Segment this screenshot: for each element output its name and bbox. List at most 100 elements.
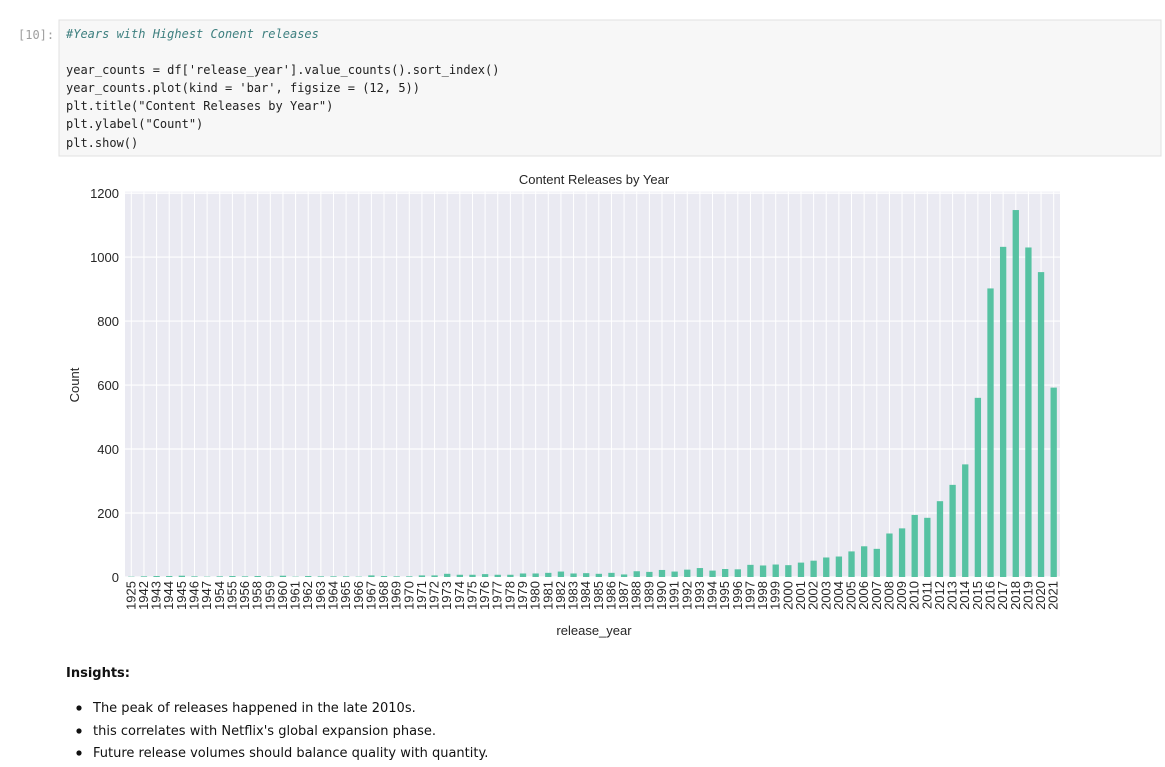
x-tick-label: 2008 [881,581,896,610]
x-tick-label: 1925 [123,581,138,610]
x-tick-label: 2016 [983,581,998,610]
bar [759,565,767,577]
x-tick-label: 1945 [174,581,189,610]
bar [178,575,186,577]
x-tick-label: 1984 [578,581,593,610]
plot-area [125,191,1060,577]
x-tick-label: 2003 [818,581,833,610]
x-tick-label: 1992 [679,581,694,610]
bar [949,484,956,577]
x-tick-label: 1972 [427,581,442,610]
bar [1012,210,1019,578]
x-tick-label: 2010 [907,581,922,610]
insight-bullet: this correlates with Netflix's global ex… [93,724,436,739]
x-tick-label: 1973 [439,581,454,610]
x-tick-label: 1975 [464,581,479,610]
x-tick-label: 1967 [363,581,378,610]
x-tick-label: 2019 [1020,581,1035,610]
bar [911,514,918,577]
x-tick-label: 2012 [932,581,947,610]
x-tick-label: 1999 [768,581,783,610]
code-line: plt.ylabel("Count") [66,117,203,131]
code-line: plt.show() [66,136,138,150]
x-tick-label: 2018 [1008,581,1023,610]
bar [191,576,198,577]
x-tick-label: 1979 [515,581,530,610]
x-tick-label: 1998 [755,581,770,610]
x-tick-label: 1947 [199,581,214,610]
bar [140,576,148,577]
y-tick-label: 400 [97,442,119,457]
bar [456,574,463,577]
x-tick-label: 1974 [452,581,467,610]
bar [494,574,501,577]
x-tick-label: 1991 [667,581,682,610]
x-tick-label: 1988 [629,581,644,610]
bar [1050,387,1057,577]
x-tick-label: 1970 [401,581,416,610]
bar [481,574,489,577]
bar [570,573,577,577]
bar [999,246,1007,577]
x-tick-label: 1955 [224,581,239,610]
bar [330,576,337,577]
x-tick-label: 1966 [351,581,366,610]
x-tick-label: 2000 [780,581,795,610]
x-tick-label: 1986 [603,581,618,610]
bar [545,572,552,577]
bar [722,569,729,577]
x-tick-label: 1958 [250,581,265,610]
bar [848,551,855,577]
x-tick-label: 2007 [869,581,884,610]
y-axis-label: Count [67,367,82,402]
x-tick-label: 1981 [540,581,555,610]
bar [444,573,451,577]
bar [519,573,527,577]
x-tick-label: 1969 [389,581,404,610]
bar [696,568,704,577]
bar [342,576,350,577]
bar [557,571,565,577]
y-tick-label: 600 [97,378,119,393]
bar [431,575,438,577]
x-tick-label: 1971 [414,581,429,610]
x-tick-label: 1983 [566,581,581,610]
code-line: year_counts = df['release_year'].value_c… [66,63,499,77]
bar [418,575,426,577]
code-cell[interactable] [58,19,1162,157]
code-line: year_counts.plot(kind = 'bar', figsize =… [66,81,420,95]
cell-prompt: [10]: [18,28,54,42]
y-tick-label: 800 [97,314,119,329]
bar [393,576,400,577]
x-tick-label: 1964 [325,581,340,610]
x-tick-label: 2011 [919,581,934,609]
bar [595,573,602,577]
x-tick-label: 1982 [553,581,568,610]
insights-heading: Insights: [66,666,130,681]
x-tick-label: 2001 [793,581,808,610]
x-tick-label: 1961 [288,581,303,610]
bar [898,528,906,577]
x-tick-label: 2021 [1046,581,1061,610]
x-tick-label: 1978 [502,581,517,610]
bullet-dot [76,728,82,734]
x-tick-label: 1959 [262,581,277,610]
insight-bullet: The peak of releases happened in the lat… [92,701,416,716]
x-axis-label: release_year [556,623,632,638]
bar [166,576,173,577]
x-tick-label: 1946 [186,581,201,610]
x-tick-label: 1968 [376,581,391,610]
x-tick-label: 2002 [806,581,821,610]
x-tick-label: 1977 [490,581,505,610]
bar [406,576,413,577]
x-tick-label: 1976 [477,581,492,610]
bar [823,557,830,577]
code-line: plt.title("Content Releases by Year") [66,99,333,113]
bar [747,564,754,577]
bar [532,573,539,577]
bar [305,576,312,577]
bar [785,565,792,577]
x-tick-label: 1990 [654,581,669,610]
x-tick-label: 1985 [591,581,606,610]
